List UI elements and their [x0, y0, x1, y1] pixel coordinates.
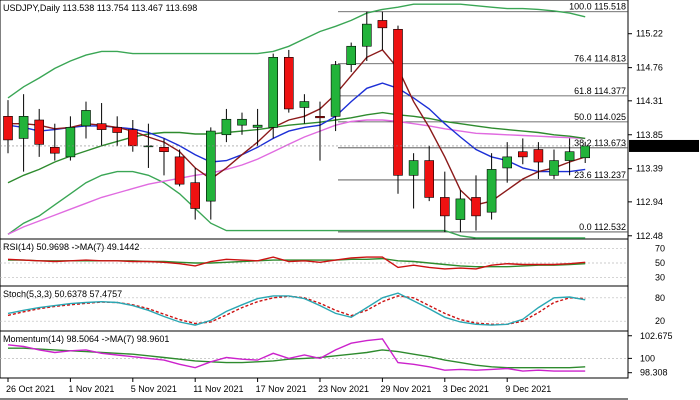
- candle-body: [549, 160, 559, 176]
- momentum-line: [7, 338, 586, 372]
- candle-body: [283, 57, 294, 110]
- y-tick-label: 114.76: [636, 63, 663, 73]
- fib-level-label: 23.6 113.237: [574, 170, 626, 180]
- x-tick-label: 26 Oct 2021: [6, 384, 55, 394]
- candle-body: [3, 116, 13, 141]
- ma-long-line: [7, 119, 586, 235]
- candle-body: [34, 119, 45, 145]
- stoch-header: Stoch(5,3,3) 50.6378 57.4757: [3, 289, 122, 299]
- rsi-header: RSI(14) 50.9698 ->MA(7) 49.1442: [3, 242, 139, 252]
- fib-level-label: 61.8 114.377: [574, 86, 626, 96]
- momentum-header: Momentum(14) 98.5064 ->MA(7) 98.9601: [3, 334, 169, 344]
- candle-body: [237, 118, 247, 126]
- x-tick-label: 5 Nov 2021: [131, 384, 177, 394]
- candle-body: [471, 197, 481, 217]
- bollinger-lower-line: [7, 170, 586, 239]
- candle-body: [268, 57, 279, 128]
- candle-body: [18, 116, 29, 139]
- momentum-tick-label: 100: [640, 353, 655, 363]
- candle-body: [330, 64, 341, 117]
- candle-body: [486, 169, 497, 213]
- candle-body: [81, 110, 91, 127]
- y-tick-label: 114.31: [636, 96, 663, 106]
- momentum-ma-line: [8, 347, 586, 369]
- candle-body: [112, 127, 122, 133]
- candle-body: [502, 156, 513, 169]
- candle-body: [393, 28, 403, 176]
- candle-body: [408, 160, 419, 176]
- candle-body: [128, 129, 138, 147]
- x-tick-label: 9 Dec 2021: [505, 384, 551, 394]
- candle-body: [252, 124, 263, 128]
- rsi-tick-label: 50: [655, 258, 665, 268]
- x-tick-label: 11 Nov 2021: [193, 384, 243, 394]
- candle-body: [174, 156, 185, 185]
- x-tick-label: 17 Nov 2021: [256, 384, 307, 394]
- candle-body: [299, 101, 310, 108]
- momentum-layer: 102.675 100 98.308: [0, 331, 673, 378]
- candle-body: [221, 118, 232, 136]
- candle-body: [533, 149, 544, 163]
- x-tick-label: 3 Dec 2021: [443, 384, 489, 394]
- candle-body: [190, 182, 200, 209]
- candle-body: [564, 151, 575, 161]
- candle-body: [517, 151, 528, 158]
- rsi-layer: 70 50 30: [0, 243, 665, 283]
- rsi-line: [7, 256, 586, 270]
- x-axis-layer: 26 Oct 2021 1 Nov 2021 5 Nov 2021 11 Nov 20…: [6, 378, 551, 394]
- stoch-layer: 80 20: [0, 292, 665, 326]
- fib-level-label: 38.2 113.673: [574, 138, 626, 148]
- candle-body: [206, 130, 216, 202]
- y-tick-label: 112.48: [636, 231, 663, 241]
- candle-body: [439, 197, 450, 217]
- fib-level-label: 76.4 114.813: [574, 54, 626, 64]
- x-tick-label: 1 Nov 2021: [68, 384, 114, 394]
- momentum-tick-label: 98.308: [640, 368, 668, 378]
- candle-body: [49, 146, 60, 154]
- momentum-tick-label: 102.675: [640, 331, 673, 341]
- candle-body: [65, 127, 76, 158]
- candle-body: [96, 123, 107, 130]
- ma-slow-line: [7, 111, 586, 184]
- main-price-layer: 115.22 114.76 114.31 113.85 113.39 112.94 112.…: [0, 2, 699, 241]
- candle-body: [424, 160, 435, 198]
- momentum-panel-frame: [0, 330, 629, 379]
- bollinger-upper-line: [7, 3, 586, 99]
- candle-body: [315, 116, 325, 119]
- y-tick-label: 112.94: [636, 197, 663, 207]
- y-tick-label: 113.39: [636, 164, 663, 174]
- current-price-label: 113.698: [636, 141, 668, 151]
- y-tick-label: 113.85: [636, 130, 663, 140]
- current-price-tag: [629, 139, 699, 152]
- stoch-tick-label: 80: [655, 293, 665, 303]
- x-tick-label: 23 Nov 2021: [318, 384, 369, 394]
- candle-body: [377, 20, 388, 29]
- main-header: USDJPY,Daily 113.538 113.754 113.467 113…: [3, 3, 197, 13]
- rsi-tick-label: 70: [655, 243, 665, 253]
- fib-level-label: 50.0 114.025: [574, 112, 626, 122]
- candle-body: [346, 45, 357, 65]
- candle-body: [361, 23, 372, 47]
- rsi-tick-label: 30: [655, 273, 665, 283]
- fib-level-label: 100.0 115.518: [569, 2, 626, 12]
- candle-body: [159, 146, 169, 153]
- candle-body: [580, 145, 591, 159]
- stoch-tick-label: 20: [655, 316, 665, 326]
- candle-body: [455, 198, 466, 220]
- y-tick-label: 115.22: [636, 29, 663, 39]
- fib-level-label: 0.0 112.532: [579, 222, 626, 232]
- stoch-main-line: [7, 292, 586, 326]
- x-tick-label: 29 Nov 2021: [380, 384, 431, 394]
